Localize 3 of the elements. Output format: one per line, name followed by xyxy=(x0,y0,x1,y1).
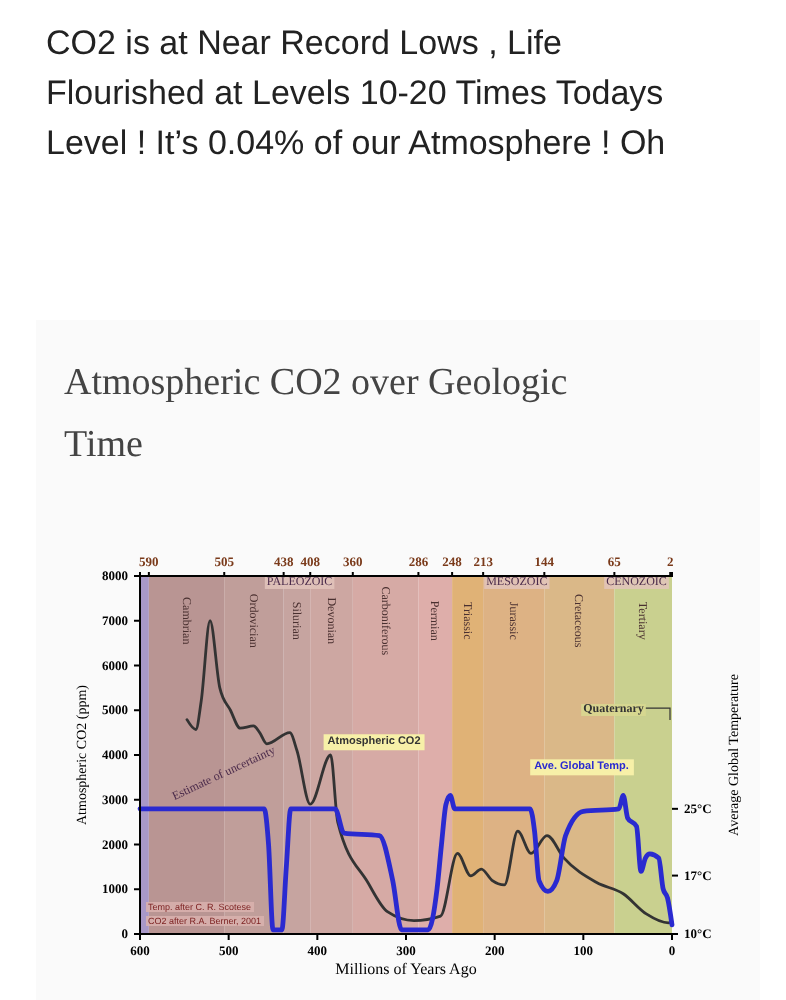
chart-title: CO2 is at Near Record Lows , Life Flourished at Levels 10-20 Times Todays Level ! It’s 0.04% of our Atmosphere ! Oh xyxy=(46,24,666,162)
x-axis-title: Millions of Years Ago xyxy=(335,960,477,978)
chart-subtitle: Atmospheric CO2 over Geologic Time xyxy=(64,362,568,466)
